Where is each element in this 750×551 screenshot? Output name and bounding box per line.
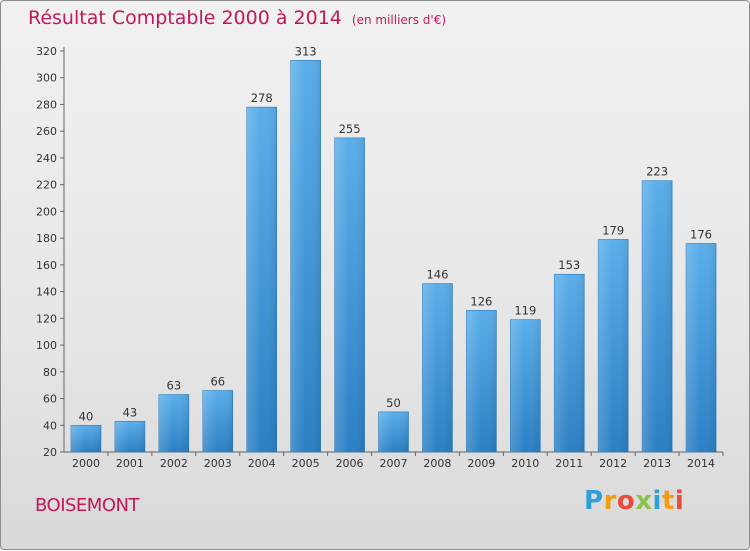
x-axis: 2000 2001 2002 2003 2004 2005 2006 2007 2008 2009… <box>64 451 724 470</box>
x-tick-label: 2010 <box>511 457 539 470</box>
x-tick-label: 2014 <box>687 457 715 470</box>
bar-shine <box>334 137 365 452</box>
chart-title-text: Résultat Comptable 2000 à 2014 <box>28 7 342 29</box>
logo-letter: i <box>674 486 685 516</box>
bar-shine <box>598 239 629 452</box>
bar-value-label: 153 <box>558 258 580 272</box>
x-tick-label: 2013 <box>643 457 671 470</box>
bar-value-label: 50 <box>386 396 401 410</box>
x-tick-label: 2003 <box>204 457 232 470</box>
bar-shine <box>114 421 145 452</box>
y-tick-label: 300 <box>36 72 57 85</box>
bar-shine <box>686 243 717 452</box>
y-tick-label: 240 <box>36 152 57 165</box>
bar-shine <box>202 390 233 452</box>
logo-letter: P <box>584 486 604 516</box>
bar-shine <box>378 411 409 452</box>
bar-value-label: 179 <box>602 223 624 237</box>
bar-value-label: 313 <box>295 44 317 58</box>
y-tick-label: 200 <box>36 205 57 218</box>
x-tick-label: 2002 <box>160 457 188 470</box>
y-tick-label: 140 <box>36 286 57 299</box>
bar-shine <box>642 180 673 452</box>
logo-letter: x <box>635 486 653 516</box>
chart-subtitle: (en milliers d'€) <box>351 13 447 27</box>
y-tick-label: 320 <box>36 45 57 58</box>
bar-shine <box>158 394 189 452</box>
bar-value-label: 40 <box>79 409 94 423</box>
bar-shine <box>290 60 321 453</box>
bar-value-label: 223 <box>646 165 668 179</box>
bar-value-label: 146 <box>426 268 448 282</box>
logo-letter: r <box>603 486 617 516</box>
logo-letter: t <box>661 486 675 516</box>
bar-value-label: 43 <box>123 405 138 419</box>
y-tick-label: 260 <box>36 125 57 138</box>
bar-shine <box>510 319 541 452</box>
bar-value-label: 255 <box>339 122 361 136</box>
bars <box>70 60 717 453</box>
y-tick-label: 220 <box>36 179 57 192</box>
x-tick-label: 2008 <box>423 457 451 470</box>
bar-shine <box>70 425 101 452</box>
x-tick-label: 2005 <box>292 457 320 470</box>
bar-value-label: 278 <box>251 91 273 105</box>
x-tick-label: 2000 <box>72 457 100 470</box>
x-tick-label: 2007 <box>380 457 408 470</box>
x-tick-label: 2009 <box>467 457 495 470</box>
data-labels: 40 43 63 66 278 313 255 50 146 126 119 153 179 223 176 <box>79 44 712 423</box>
x-tick-label: 2011 <box>555 457 583 470</box>
bar-value-label: 66 <box>210 375 225 389</box>
bar-value-label: 63 <box>167 379 182 393</box>
y-tick-label: 60 <box>43 393 57 406</box>
bar-shine <box>422 283 453 452</box>
y-axis: 20 40 60 80 100 120 140 160 180 200 220 240 260 280 30… <box>36 45 65 459</box>
x-tick-label: 2004 <box>248 457 276 470</box>
bar-shine <box>466 310 497 452</box>
x-tick-label: 2006 <box>336 457 364 470</box>
y-tick-label: 180 <box>36 232 57 245</box>
proxiti-logo[interactable]: Proxiti <box>584 486 684 516</box>
logo-letter: i <box>652 486 662 516</box>
x-tick-label: 2001 <box>116 457 144 470</box>
y-tick-label: 40 <box>43 419 57 432</box>
bar-value-label: 119 <box>514 304 536 318</box>
y-tick-label: 20 <box>43 446 57 459</box>
y-tick-label: 160 <box>36 259 57 272</box>
y-tick-label: 100 <box>36 339 57 352</box>
town-name: BOISEMONT <box>35 495 139 516</box>
chart-title: Résultat Comptable 2000 à 2014 (en millie… <box>28 7 446 29</box>
bar-shine <box>246 107 277 452</box>
y-tick-label: 120 <box>36 312 57 325</box>
bar-shine <box>554 274 585 452</box>
y-tick-label: 280 <box>36 98 57 111</box>
logo-letter: o <box>616 486 636 516</box>
x-tick-label: 2012 <box>599 457 627 470</box>
y-tick-label: 80 <box>43 366 57 379</box>
bar-value-label: 176 <box>690 227 712 241</box>
bar-value-label: 126 <box>470 294 492 308</box>
